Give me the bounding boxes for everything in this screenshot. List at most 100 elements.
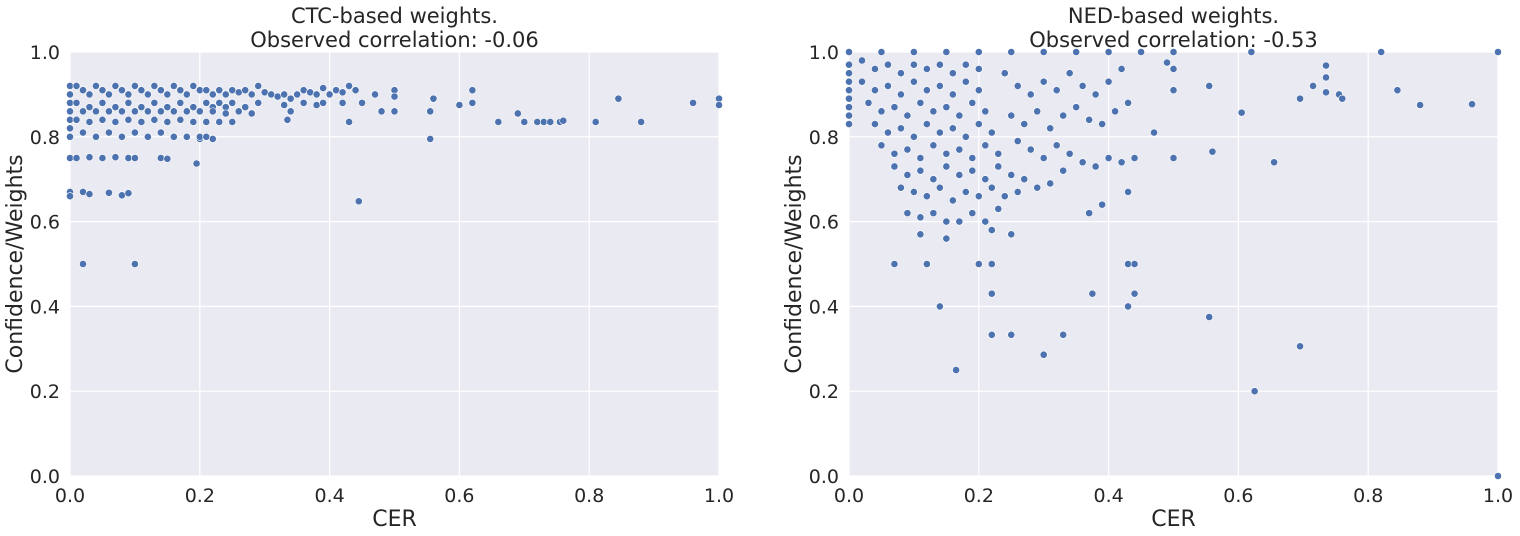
y-tick-label: 0.2	[809, 381, 839, 403]
data-point	[254, 98, 263, 107]
data-point	[1091, 90, 1100, 99]
data-point	[66, 82, 74, 90]
data-point	[715, 101, 723, 109]
data-point	[1059, 111, 1068, 120]
data-point	[987, 226, 996, 234]
data-point	[1309, 82, 1317, 90]
data-point	[124, 98, 133, 107]
data-point	[845, 69, 853, 78]
data-point	[1033, 107, 1042, 116]
data-point	[267, 90, 276, 99]
data-point	[1007, 111, 1016, 120]
data-point	[614, 94, 623, 103]
data-point	[98, 154, 107, 162]
y-tick-label: 0.2	[30, 381, 60, 403]
data-point	[143, 132, 152, 141]
data-point	[1338, 94, 1347, 103]
data-point	[156, 154, 165, 162]
data-point	[981, 217, 990, 226]
data-point	[195, 86, 204, 95]
data-point	[66, 115, 74, 124]
data-point	[130, 107, 139, 116]
y-tick-label: 0.6	[30, 212, 60, 234]
data-point	[845, 103, 853, 112]
data-point	[1007, 230, 1016, 239]
data-point	[929, 209, 938, 218]
data-point	[910, 132, 918, 141]
data-point	[961, 188, 970, 196]
data-point	[922, 192, 931, 201]
data-point	[897, 90, 905, 99]
data-point	[987, 260, 996, 268]
data-point	[961, 132, 970, 141]
data-point	[864, 98, 873, 107]
data-point	[247, 90, 256, 99]
data-point	[124, 189, 133, 198]
data-point	[66, 124, 74, 133]
data-point	[156, 107, 165, 116]
data-point	[968, 154, 977, 162]
data-point	[228, 118, 237, 126]
data-point	[195, 107, 204, 116]
data-point	[79, 260, 87, 268]
x-tick-label: 0.2	[185, 485, 215, 507]
data-point	[202, 98, 211, 107]
data-point	[332, 86, 340, 95]
data-point	[124, 90, 133, 99]
plot-background	[849, 52, 1498, 476]
data-point	[111, 118, 120, 126]
data-point	[241, 103, 250, 112]
data-point	[202, 118, 211, 126]
data-point	[390, 92, 399, 101]
data-point	[935, 302, 944, 311]
data-point	[1124, 302, 1132, 311]
x-tick-label: 0.4	[1093, 485, 1123, 507]
data-point	[79, 188, 87, 196]
data-point	[85, 90, 94, 99]
data-point	[955, 111, 964, 120]
data-point	[1000, 192, 1009, 201]
y-tick-label: 0.4	[809, 296, 839, 318]
data-point	[189, 118, 198, 126]
data-point	[137, 103, 146, 112]
data-point	[124, 115, 133, 124]
chart-title-line2: Observed correlation: -0.53	[1029, 28, 1317, 52]
data-point	[429, 94, 438, 103]
data-point	[1013, 82, 1022, 90]
x-tick-label: 0.2	[964, 485, 994, 507]
data-point	[163, 103, 172, 112]
data-point	[994, 149, 1003, 158]
data-point	[79, 107, 87, 116]
data-point	[1247, 48, 1256, 56]
data-point	[858, 77, 866, 86]
data-point	[1085, 115, 1094, 124]
data-point	[968, 209, 977, 218]
data-point	[1052, 141, 1061, 150]
data-point	[1026, 145, 1035, 154]
data-point	[208, 107, 217, 116]
data-point	[1322, 88, 1330, 97]
data-point	[221, 90, 230, 99]
data-point	[845, 60, 853, 69]
x-tick-label: 0.6	[1223, 485, 1253, 507]
data-point	[111, 153, 120, 162]
data-point	[903, 209, 912, 218]
data-point	[66, 192, 74, 201]
data-point	[345, 118, 353, 126]
data-point	[283, 115, 292, 124]
data-point	[1169, 86, 1178, 95]
data-point	[910, 77, 918, 86]
data-point	[546, 118, 555, 126]
data-point	[974, 65, 983, 73]
data-point	[150, 82, 159, 90]
data-point	[974, 86, 983, 95]
data-point	[1007, 48, 1016, 56]
data-point	[1117, 65, 1126, 73]
data-point	[942, 48, 951, 56]
data-point	[922, 260, 931, 268]
data-point	[910, 60, 918, 69]
data-point	[942, 234, 951, 243]
data-point	[105, 188, 113, 197]
data-point	[903, 171, 912, 179]
data-point	[137, 118, 146, 126]
